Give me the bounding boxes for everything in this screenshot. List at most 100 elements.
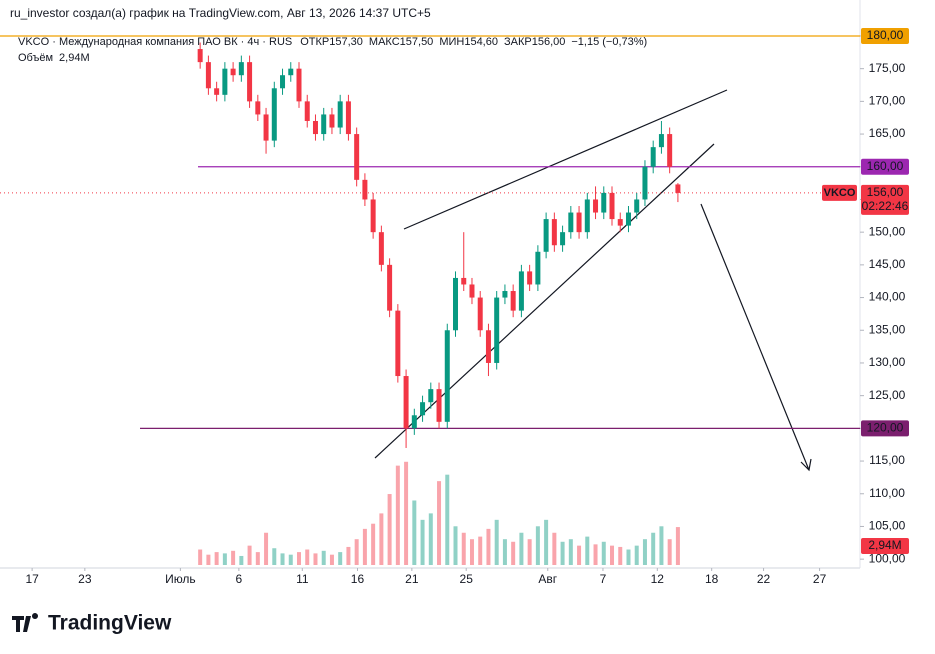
volume-bar — [371, 523, 376, 565]
volume-bar — [428, 513, 433, 565]
volume-bar — [354, 539, 359, 565]
candle-body — [280, 75, 286, 89]
credit: ru_investor создал(а) график на TradingV… — [10, 6, 431, 20]
x-tick-label: 7 — [600, 572, 607, 586]
x-tick-label: 27 — [813, 572, 827, 586]
volume-bar — [568, 539, 573, 565]
x-tick-label: 16 — [351, 572, 365, 586]
volume-bar — [675, 527, 680, 565]
candle-body — [535, 251, 541, 285]
volume-bar — [346, 546, 351, 565]
x-tick-label: Авг — [538, 572, 557, 586]
candle-body — [568, 212, 574, 233]
candle-body — [601, 192, 607, 213]
candle-body — [362, 179, 368, 200]
candle-body — [625, 212, 631, 226]
volume-bar — [469, 539, 474, 565]
candle-body — [667, 134, 673, 167]
candle-body — [247, 62, 253, 102]
candle-body — [329, 114, 335, 128]
x-tick-label: 11 — [296, 572, 309, 586]
volume-bar — [461, 532, 466, 565]
volume-bar — [247, 545, 252, 565]
level-label-box — [861, 27, 909, 44]
candle-body — [230, 68, 236, 76]
volume-bar — [642, 539, 647, 565]
volume-bar — [379, 513, 384, 565]
volume-bar — [626, 549, 631, 565]
level-label: 120,00 — [867, 421, 904, 435]
candle-body — [593, 199, 599, 213]
y-tick-label: 130,00 — [869, 355, 906, 369]
symbol-box — [822, 184, 857, 201]
candle-body — [238, 62, 244, 76]
candle-body — [609, 192, 615, 220]
volume-bar — [478, 536, 483, 565]
candle-body — [345, 101, 351, 135]
candle-body — [461, 277, 467, 285]
candle-body — [197, 49, 203, 63]
candle-body — [543, 219, 549, 252]
volume-bar — [313, 553, 318, 565]
candle-body — [411, 415, 417, 429]
candle-body — [560, 232, 566, 246]
volume-bar — [272, 548, 277, 565]
candle-body — [617, 219, 623, 226]
candle-body — [420, 402, 426, 416]
candle-body — [485, 330, 491, 363]
volume-bar — [601, 541, 606, 565]
volume-bar — [412, 500, 417, 565]
volume-bar — [338, 552, 343, 565]
volume-bar — [420, 519, 425, 565]
candle-body — [428, 389, 434, 403]
level-label: 160,00 — [867, 159, 904, 173]
level-label-box — [861, 158, 909, 175]
y-tick-label: 170,00 — [869, 94, 906, 108]
legend-text: 156,00 — [532, 36, 566, 48]
y-tick-label: 135,00 — [869, 322, 906, 336]
x-tick-label: Июль — [165, 572, 196, 586]
y-tick-label: 140,00 — [869, 290, 906, 304]
arrow-head — [800, 458, 812, 472]
countdown: 02:22:46 — [862, 199, 909, 213]
y-tick-label: 105,00 — [869, 519, 906, 533]
candle-body — [214, 88, 220, 95]
candle-body — [453, 277, 459, 331]
volume-bar — [453, 526, 458, 565]
volume-bar — [544, 519, 549, 565]
trend-line — [403, 89, 728, 230]
candle-body — [502, 291, 508, 298]
volume-bar — [404, 461, 409, 565]
y-tick-label: 100,00 — [869, 551, 906, 565]
trend-line — [374, 143, 715, 459]
last-price-box — [861, 184, 909, 215]
x-tick-label: 17 — [25, 572, 39, 586]
candle-body — [395, 310, 401, 377]
volume-bar — [239, 555, 244, 565]
legend-text: 2,94M — [59, 52, 90, 64]
candle-body — [255, 101, 261, 115]
candle-body — [370, 199, 376, 233]
logo: TradingView — [12, 612, 172, 635]
volume-bar — [560, 541, 565, 565]
candle-body — [403, 376, 409, 429]
drawings — [374, 89, 812, 472]
volume-bar — [329, 554, 334, 565]
volume-bar — [511, 541, 516, 565]
legend-text: МИН — [439, 36, 464, 48]
volume-bar — [552, 532, 557, 565]
candle-body — [642, 166, 648, 200]
candle-body — [354, 134, 360, 180]
y-tick-label: 125,00 — [869, 388, 906, 402]
volume-bar — [255, 552, 260, 565]
candle-body — [436, 389, 442, 422]
volume-bar — [494, 519, 499, 565]
legend-text: ОТКР — [300, 36, 329, 48]
candle-body — [222, 68, 228, 95]
candle-body — [584, 199, 590, 233]
legend-text: −1,15 (−0,73%) — [571, 36, 647, 48]
candle-body — [387, 264, 393, 311]
volume-bar — [321, 550, 326, 565]
